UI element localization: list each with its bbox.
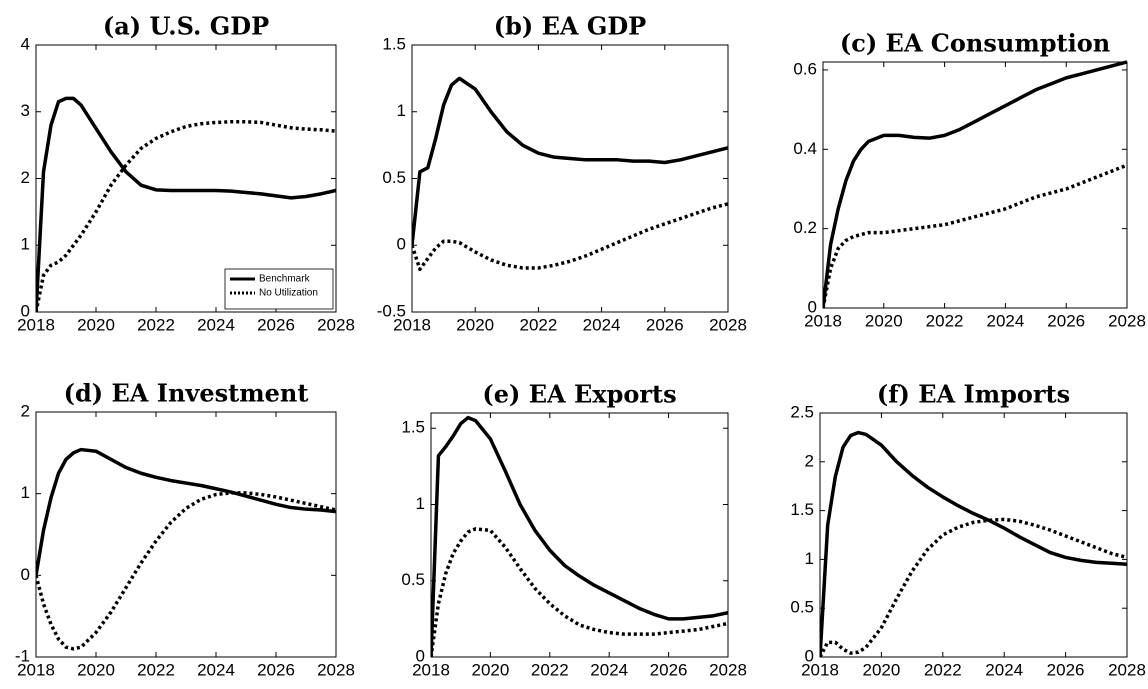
x-tick-label: 2020	[77, 660, 115, 679]
x-tick-label: 2022	[926, 311, 964, 330]
axes-frame	[430, 412, 729, 658]
x-tick-label: 2028	[1108, 660, 1146, 679]
axes-frame	[35, 44, 337, 313]
panel: (f) EA Imports 2018 2020 2022 2024 2026 2028 0 0…	[790, 380, 1146, 680]
y-tick-label: 4	[21, 34, 30, 53]
x-tick-label: 2024	[985, 660, 1023, 679]
x-tick-label: 2026	[1047, 660, 1085, 679]
y-tick-label: 1.5	[401, 418, 425, 437]
y-tick-label: 0	[808, 297, 817, 316]
x-tick-label: 2020	[77, 315, 115, 334]
axes-frame	[35, 411, 337, 658]
y-tick-label: 3	[21, 101, 30, 120]
panel-title: (e) EA Exports	[482, 380, 676, 409]
panel-title: (b) EA GDP	[494, 12, 646, 41]
x-tick-label: 2026	[646, 315, 684, 334]
x-tick-label: 2028	[1108, 311, 1146, 330]
x-tick-label: 2028	[317, 315, 355, 334]
y-tick-label: 1	[21, 235, 30, 254]
x-tick-label: 2024	[197, 315, 235, 334]
axes-frame	[822, 61, 1128, 309]
y-tick-label: 0.6	[793, 59, 817, 78]
y-tick-label: 2	[21, 401, 30, 420]
panel-title: (d) EA Investment	[64, 379, 309, 408]
y-tick-label: 0.5	[401, 570, 425, 589]
y-tick-label: 0.5	[790, 598, 814, 617]
y-tick-label: 1	[21, 483, 30, 502]
x-tick-label: 2020	[456, 315, 494, 334]
series-line	[36, 120, 336, 313]
x-tick-label: 2024	[583, 315, 621, 334]
x-tick-label: 2026	[1047, 311, 1085, 330]
x-tick-label: 2022	[519, 315, 557, 334]
x-tick-label: 2026	[257, 660, 295, 679]
y-tick-label: 2	[21, 168, 30, 187]
x-tick-label: 2024	[986, 311, 1024, 330]
x-tick-label: 2018	[804, 311, 842, 330]
series-line	[36, 491, 336, 651]
x-tick-label: 2024	[197, 660, 235, 679]
axes-frame	[411, 44, 729, 313]
panel: (c) EA Consumption 2018 2020 2022 2024 2026 20…	[793, 29, 1146, 331]
x-tick-label: 2028	[317, 660, 355, 679]
x-tick-label: 2020	[471, 660, 509, 679]
y-tick-label: 2.5	[790, 402, 814, 421]
series-line	[823, 60, 1127, 309]
y-tick-label: 0.4	[793, 139, 817, 158]
y-tick-label: 1.5	[790, 500, 814, 519]
x-tick-label: 2022	[137, 315, 175, 334]
series-line	[412, 202, 728, 272]
y-tick-label: -1	[15, 646, 30, 665]
series-line	[36, 447, 336, 576]
y-tick-label: 1	[416, 494, 425, 513]
panel: (e) EA Exports 2018 2020 2022 2024 2026 2028 0 0…	[401, 380, 747, 680]
x-tick-label: 2022	[137, 660, 175, 679]
axes-frame	[819, 412, 1128, 658]
x-tick-label: 2022	[531, 660, 569, 679]
series-line	[820, 430, 1127, 658]
series-line	[36, 96, 336, 313]
x-tick-label: 2018	[17, 660, 55, 679]
y-tick-label: 1	[397, 101, 406, 120]
panel-title: (f) EA Imports	[877, 380, 1070, 409]
x-tick-label: 2026	[257, 315, 295, 334]
y-tick-label: 0	[21, 301, 30, 320]
x-tick-label: 2028	[709, 315, 747, 334]
series-line	[431, 527, 728, 658]
panel-title: (a) U.S. GDP	[103, 12, 269, 41]
x-tick-label: 2018	[412, 660, 450, 679]
panel: (b) EA GDP 2018 2020 2022 2024 2026 2028 -0.5 0 0…	[377, 12, 747, 335]
y-tick-label: 0	[416, 646, 425, 665]
x-tick-label: 2022	[924, 660, 962, 679]
panel: (a) U.S. GDP 2018 2020 2022 2024 2026 2028 0 1 2 3…	[17, 12, 355, 335]
y-tick-label: 0	[397, 235, 406, 254]
y-tick-label: -0.5	[377, 301, 406, 320]
x-tick-label: 2028	[709, 660, 747, 679]
x-tick-label: 2018	[393, 315, 431, 334]
y-tick-label: 1	[805, 549, 814, 568]
y-tick-label: 2	[805, 451, 814, 470]
series-line	[431, 415, 728, 658]
series-line	[820, 517, 1127, 658]
y-tick-label: 0.5	[382, 168, 406, 187]
x-tick-label: 2024	[590, 660, 628, 679]
x-tick-label: 2018	[801, 660, 839, 679]
y-tick-label: 0.2	[793, 218, 817, 237]
panel-title: (c) EA Consumption	[840, 29, 1110, 58]
series-line	[412, 76, 728, 246]
legend-label: Benchmark	[259, 274, 311, 285]
x-tick-label: 2018	[17, 315, 55, 334]
y-tick-label: 1.5	[382, 34, 406, 53]
x-tick-label: 2020	[862, 660, 900, 679]
legend-box	[224, 268, 334, 310]
legend-label: No Utilization	[259, 288, 318, 299]
x-tick-label: 2026	[650, 660, 688, 679]
x-tick-label: 2020	[865, 311, 903, 330]
y-tick-label: 0	[21, 565, 30, 584]
series-line	[823, 163, 1127, 309]
y-tick-label: 0	[805, 646, 814, 665]
